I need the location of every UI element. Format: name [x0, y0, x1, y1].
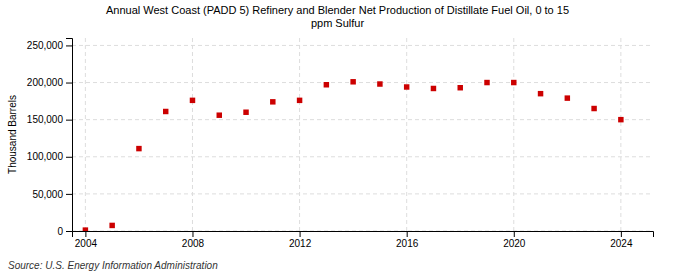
y-tick-label: 150,000 [27, 114, 64, 125]
y-tick-mark [66, 231, 72, 232]
x-tick-label: 2008 [182, 238, 205, 249]
x-tick-mark [85, 231, 86, 237]
x-tick-label: 2012 [289, 238, 312, 249]
x-tick: 2004 [75, 231, 98, 249]
chart: 2004 2008 2012 2016 2020 2024 0 50,000 100,000 15… [0, 0, 675, 275]
point [163, 109, 168, 114]
y-tick-mark [66, 120, 72, 121]
point [431, 86, 436, 91]
y-tick-label: 200,000 [27, 77, 64, 88]
grid-line-x [620, 38, 621, 231]
point [565, 95, 570, 100]
grid-line-x [299, 38, 300, 231]
points [83, 79, 624, 231]
point [109, 223, 114, 228]
x-tick: 2008 [182, 231, 205, 249]
point [243, 109, 248, 114]
grid-line-x [85, 38, 86, 231]
x-tick-mark [192, 231, 193, 237]
y-tick-mark [66, 45, 72, 46]
grid-line-y [72, 119, 653, 120]
x-tick: 2020 [503, 231, 526, 249]
y-tick: 250,000 [27, 40, 72, 51]
point [457, 85, 462, 90]
grid-line-x [406, 38, 407, 231]
y-axis-label: Thousand Barrels [7, 95, 18, 174]
point [217, 112, 222, 117]
point [618, 117, 623, 122]
point [190, 98, 195, 103]
x-tick-label: 2020 [503, 238, 526, 249]
y-tick-mark [66, 157, 72, 158]
y-axis: 0 50,000 100,000 150,000 200,000 250,000 [27, 39, 73, 237]
x-axis-line [73, 232, 654, 238]
grid-line-y [72, 193, 653, 194]
grid-line-x [192, 38, 193, 231]
x-tick-label: 2024 [610, 238, 633, 249]
y-axis-line [66, 39, 73, 232]
x-tick-label: 2016 [396, 238, 419, 249]
x-tick-mark [514, 231, 515, 237]
y-tick: 150,000 [27, 114, 72, 125]
point [136, 146, 141, 151]
x-axis: 2004 2008 2012 2016 2020 2024 [73, 231, 654, 249]
point [511, 80, 516, 85]
point [297, 98, 302, 103]
x-tick-label: 2004 [75, 238, 98, 249]
grid-line-y [72, 45, 653, 46]
point [324, 82, 329, 87]
grid-line-x [513, 38, 514, 231]
point [350, 79, 355, 84]
y-tick-label: 50,000 [32, 189, 63, 200]
grid-line-y [72, 82, 653, 83]
title: Annual West Coast (PADD 5) Refinery and … [106, 4, 569, 29]
y-tick: 50,000 [32, 189, 72, 200]
point [404, 84, 409, 89]
point [270, 99, 275, 104]
y-tick-label: 250,000 [27, 40, 64, 51]
x-tick-mark [621, 231, 622, 237]
x-tick: 2016 [396, 231, 419, 249]
y-tick: 100,000 [27, 151, 72, 162]
grid [72, 38, 653, 231]
plot-area: 2004 2008 2012 2016 2020 2024 0 50,000 100,000 15… [27, 38, 654, 249]
x-tick: 2012 [289, 231, 312, 249]
y-tick: 0 [57, 226, 72, 237]
y-tick-mark [66, 194, 72, 195]
point [538, 91, 543, 96]
y-tick: 200,000 [27, 77, 72, 88]
y-tick-label: 0 [57, 226, 63, 237]
point [484, 80, 489, 85]
point [83, 227, 88, 231]
x-tick-mark [300, 231, 301, 237]
y-tick-mark [66, 83, 72, 84]
grid-line-y [72, 156, 653, 157]
x-tick-mark [407, 231, 408, 237]
point [377, 81, 382, 86]
source-note: Source: U.S. Energy Information Administ… [8, 260, 218, 271]
y-tick-label: 100,000 [27, 151, 64, 162]
x-tick: 2024 [610, 231, 633, 249]
point [591, 106, 596, 111]
